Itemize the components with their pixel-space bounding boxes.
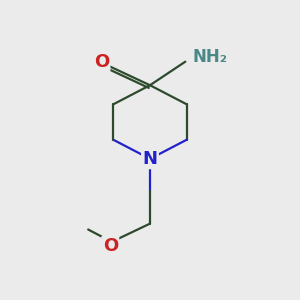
Text: N: N <box>142 150 158 168</box>
Text: O: O <box>94 53 109 71</box>
Text: O: O <box>103 237 118 255</box>
Text: NH₂: NH₂ <box>193 48 228 66</box>
